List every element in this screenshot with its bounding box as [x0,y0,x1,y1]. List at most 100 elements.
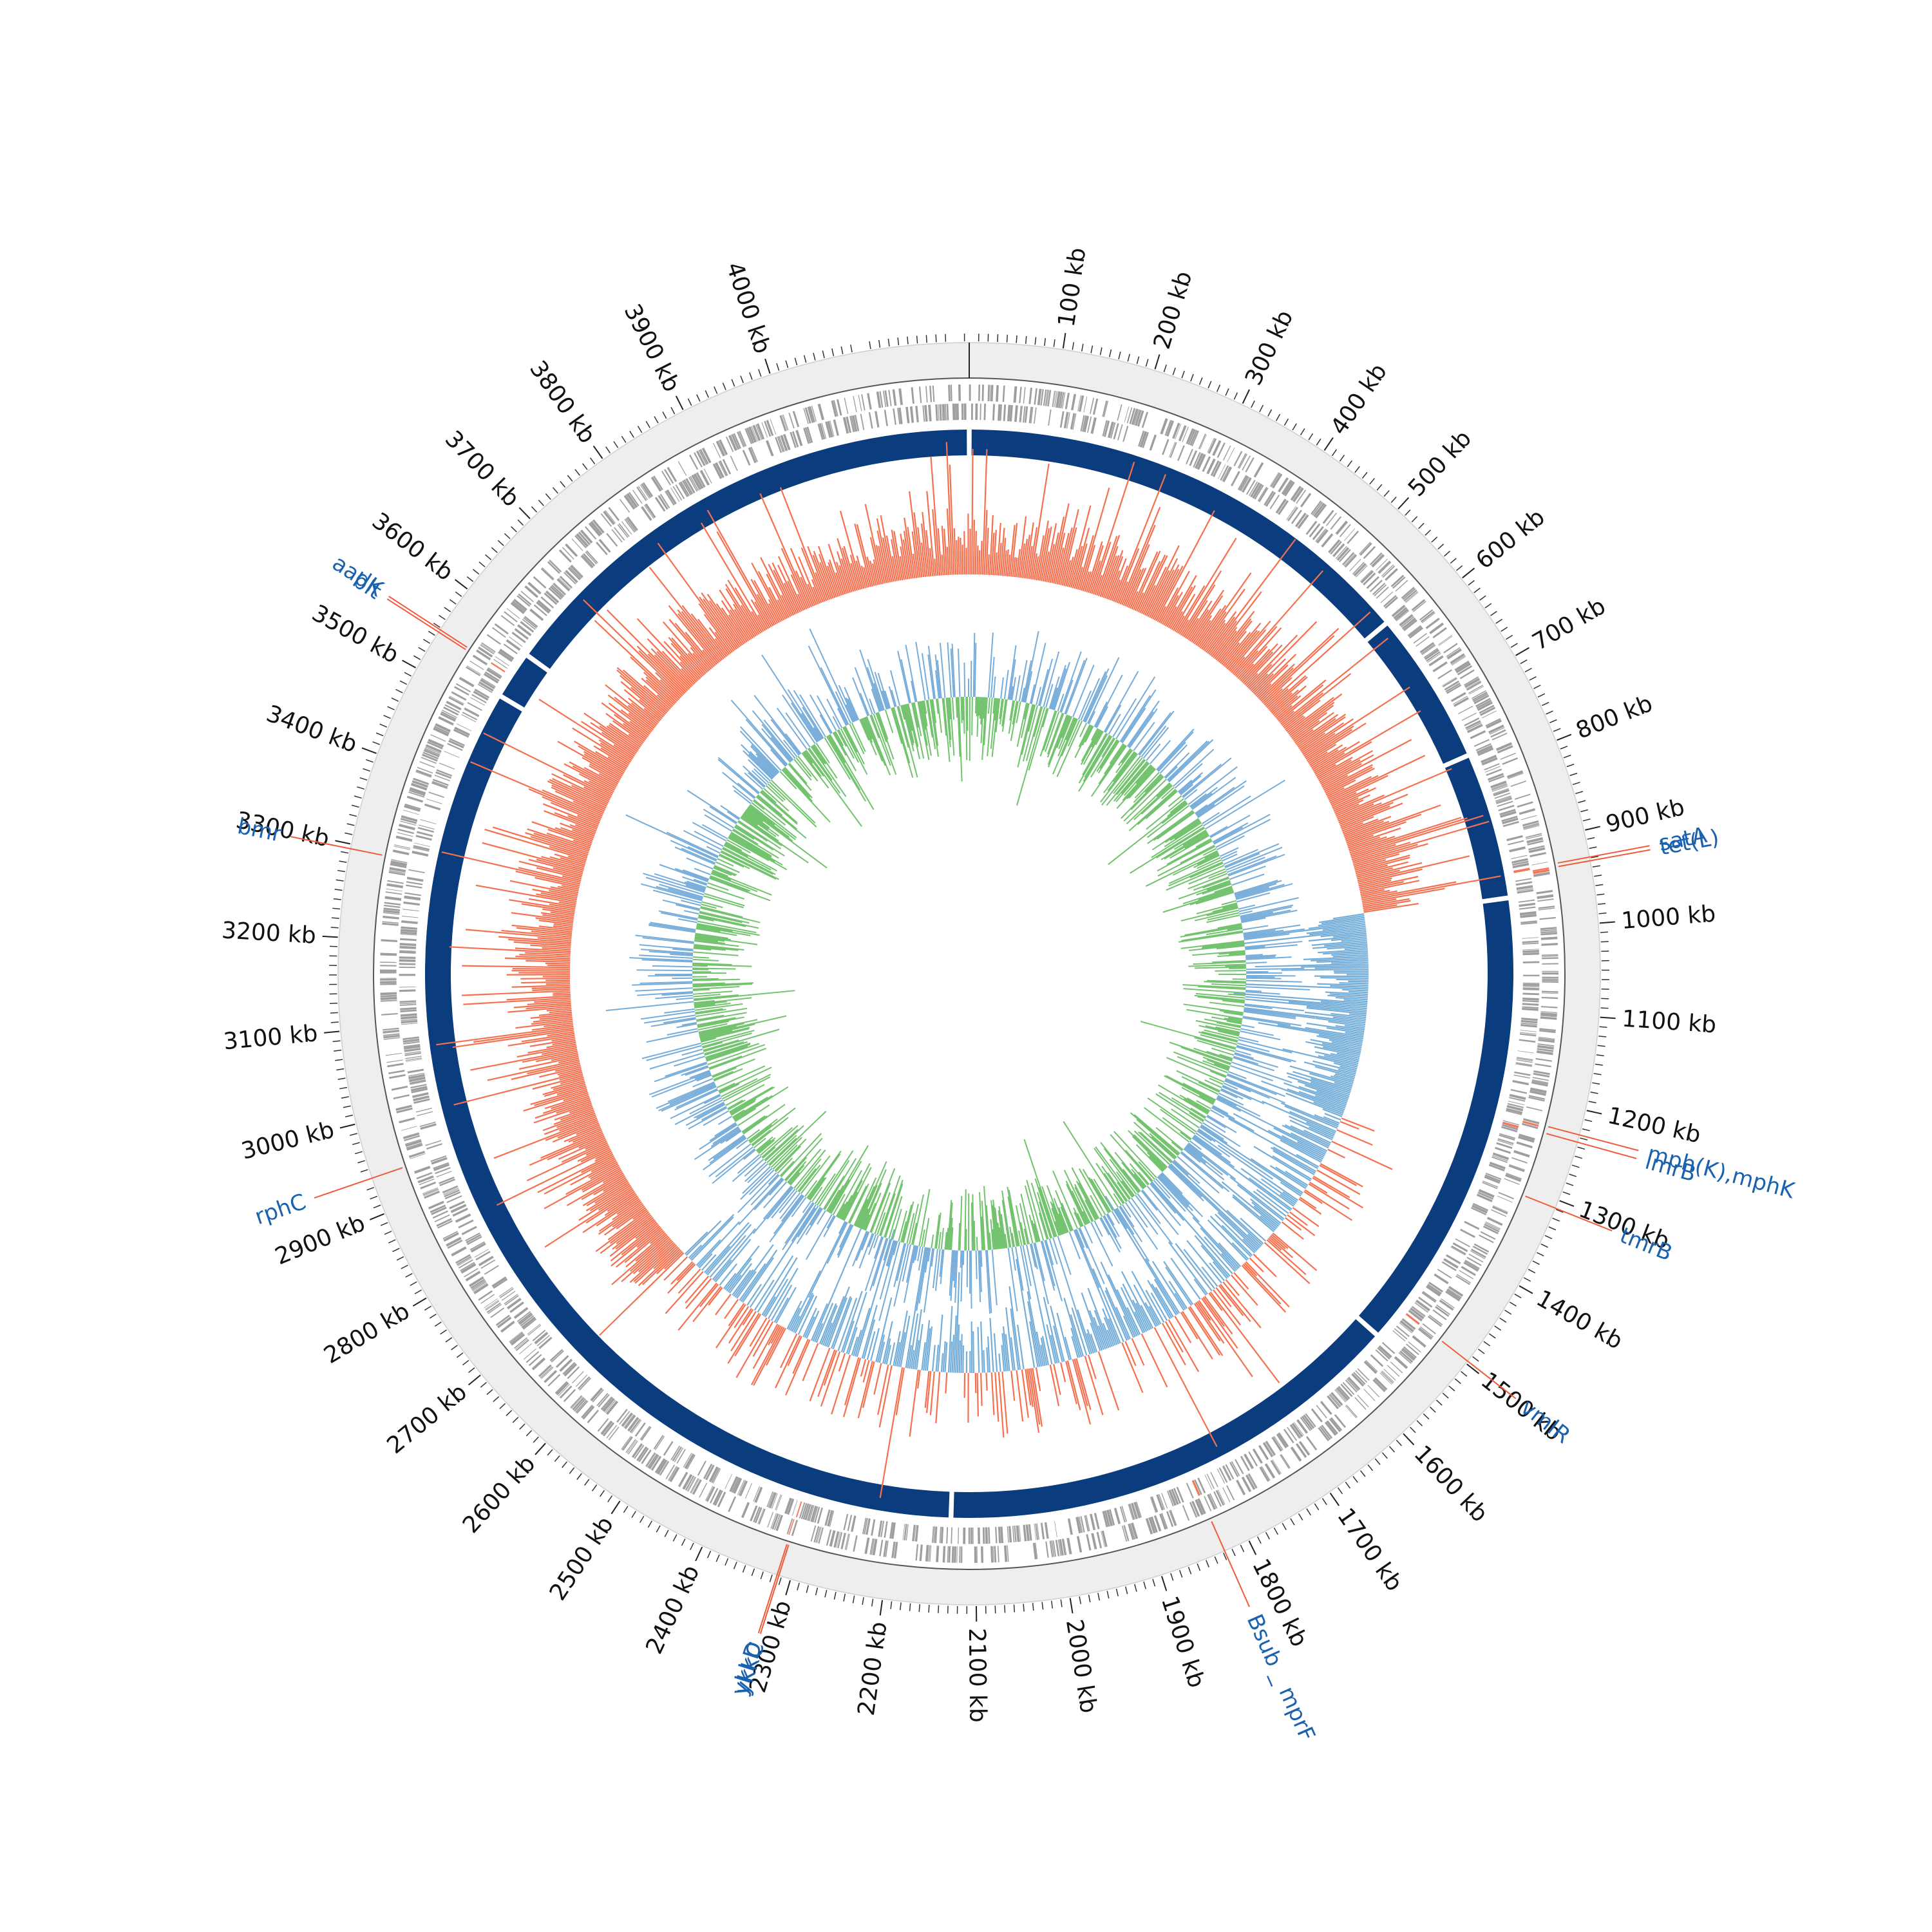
cds-feature [540,1366,553,1379]
cds-feature [569,566,582,580]
cds-feature [768,1492,777,1509]
cds-feature [580,556,592,569]
gc-skew-bar [713,1135,746,1160]
minor-tick [1256,1536,1262,1544]
gc-skew-bar [1145,790,1178,819]
cds-feature [1168,1490,1177,1506]
cds-feature [442,1185,459,1194]
gc-content-bar [1227,620,1271,671]
gc-content-bar [529,1038,576,1047]
cds-feature [1061,1539,1066,1555]
gc-skew-bar [661,992,694,996]
tick-label: 500 kb [1403,425,1477,502]
gc-skew-bar [1090,745,1127,797]
cds-feature [430,1155,447,1162]
cds-feature [1517,801,1533,808]
gc-content-bar [1316,1035,1363,1045]
cds-feature [401,1019,418,1024]
gc-skew-bar [1193,1047,1233,1062]
cds-feature [782,414,789,431]
cds-feature [399,824,415,831]
gc-skew-bar [710,873,758,893]
gc-skew-bar [893,707,911,764]
gc-skew-bar [1106,1214,1120,1237]
minor-tick [440,1329,447,1335]
gc-skew-bar [812,744,827,764]
cds-feature [1380,591,1394,603]
gc-content-bar [702,649,716,667]
gc-content-bar [1071,1336,1079,1358]
gc-skew-bar [708,1143,752,1177]
gc-content-bar [1094,1310,1110,1349]
gc-skew-bar [862,1214,871,1230]
cds-feature [753,1486,761,1502]
annotation-leader-line [1558,849,1651,867]
gc-skew-bar [934,1249,941,1291]
cds-feature [810,1525,817,1542]
gc-content-bar [770,1284,793,1321]
gc-skew-bar [1001,699,1008,732]
cds-feature [719,439,728,455]
gc-content-bar [1144,1302,1159,1327]
gc-content-bar [876,530,889,583]
cds-feature [1515,1062,1533,1066]
gc-skew-bar [1201,811,1220,824]
gc-skew-bar [1023,1228,1028,1245]
cds-feature [1509,1164,1525,1170]
gc-content-bar [542,914,574,920]
gc-skew-bar [1217,1095,1261,1117]
cds-feature [1542,971,1558,972]
cds-feature [935,404,938,421]
gc-skew-bar [770,737,792,762]
gc-content-bar [582,1169,622,1193]
minor-tick [785,360,789,368]
cds-feature [694,452,703,468]
minor-tick [1595,884,1604,886]
major-ticks [322,333,1616,1622]
gc-skew-bar [904,704,914,743]
cds-feature [451,691,467,701]
gc-content-bar [1238,663,1255,681]
gc-skew-bar [763,719,796,759]
gc-skew-bar [748,772,765,788]
gc-content-bar [1294,729,1314,744]
cds-feature [1421,612,1435,623]
cds-feature [1363,573,1376,586]
cds-feature [1291,1423,1303,1437]
minor-tick [478,562,486,567]
gc-content-bar [645,676,676,705]
cds-feature [1432,1309,1447,1321]
gc-content-bar [1361,890,1397,899]
gc-skew-bar [1030,643,1046,705]
cds-feature [1374,584,1387,597]
gc-content-bar [1050,1334,1058,1364]
cds-feature [1007,1526,1009,1543]
gc-skew-bar [932,699,937,723]
cds-feature [386,888,402,892]
cds-feature [500,1320,515,1333]
cds-feature [1197,453,1206,470]
gc-content-bar [1304,1189,1353,1221]
cds-feature [444,704,460,713]
minor-tick [333,898,341,900]
cds-feature [383,915,399,920]
cds-feature [396,1107,413,1113]
cds-feature [402,810,419,815]
gc-skew-bar [1121,762,1149,795]
gc-content-bar [812,586,820,604]
cds-feature [1131,408,1138,425]
cds-feature [1493,1205,1508,1213]
gc-content-bar [1222,632,1251,667]
gc-skew-bar [725,841,743,851]
gc-skew-bar [1211,983,1246,987]
gc-skew-bar [674,1089,719,1111]
gc-content-bar [1089,560,1101,594]
gc-skew-bar [869,698,876,714]
cds-feature [692,1479,702,1495]
cds-feature [531,1357,546,1370]
cds-feature [950,384,952,401]
gc-content-bar [1183,1249,1215,1289]
cds-feature [1293,487,1304,502]
gc-skew-bar [1166,1057,1225,1083]
gc-skew-bar [757,1137,776,1153]
